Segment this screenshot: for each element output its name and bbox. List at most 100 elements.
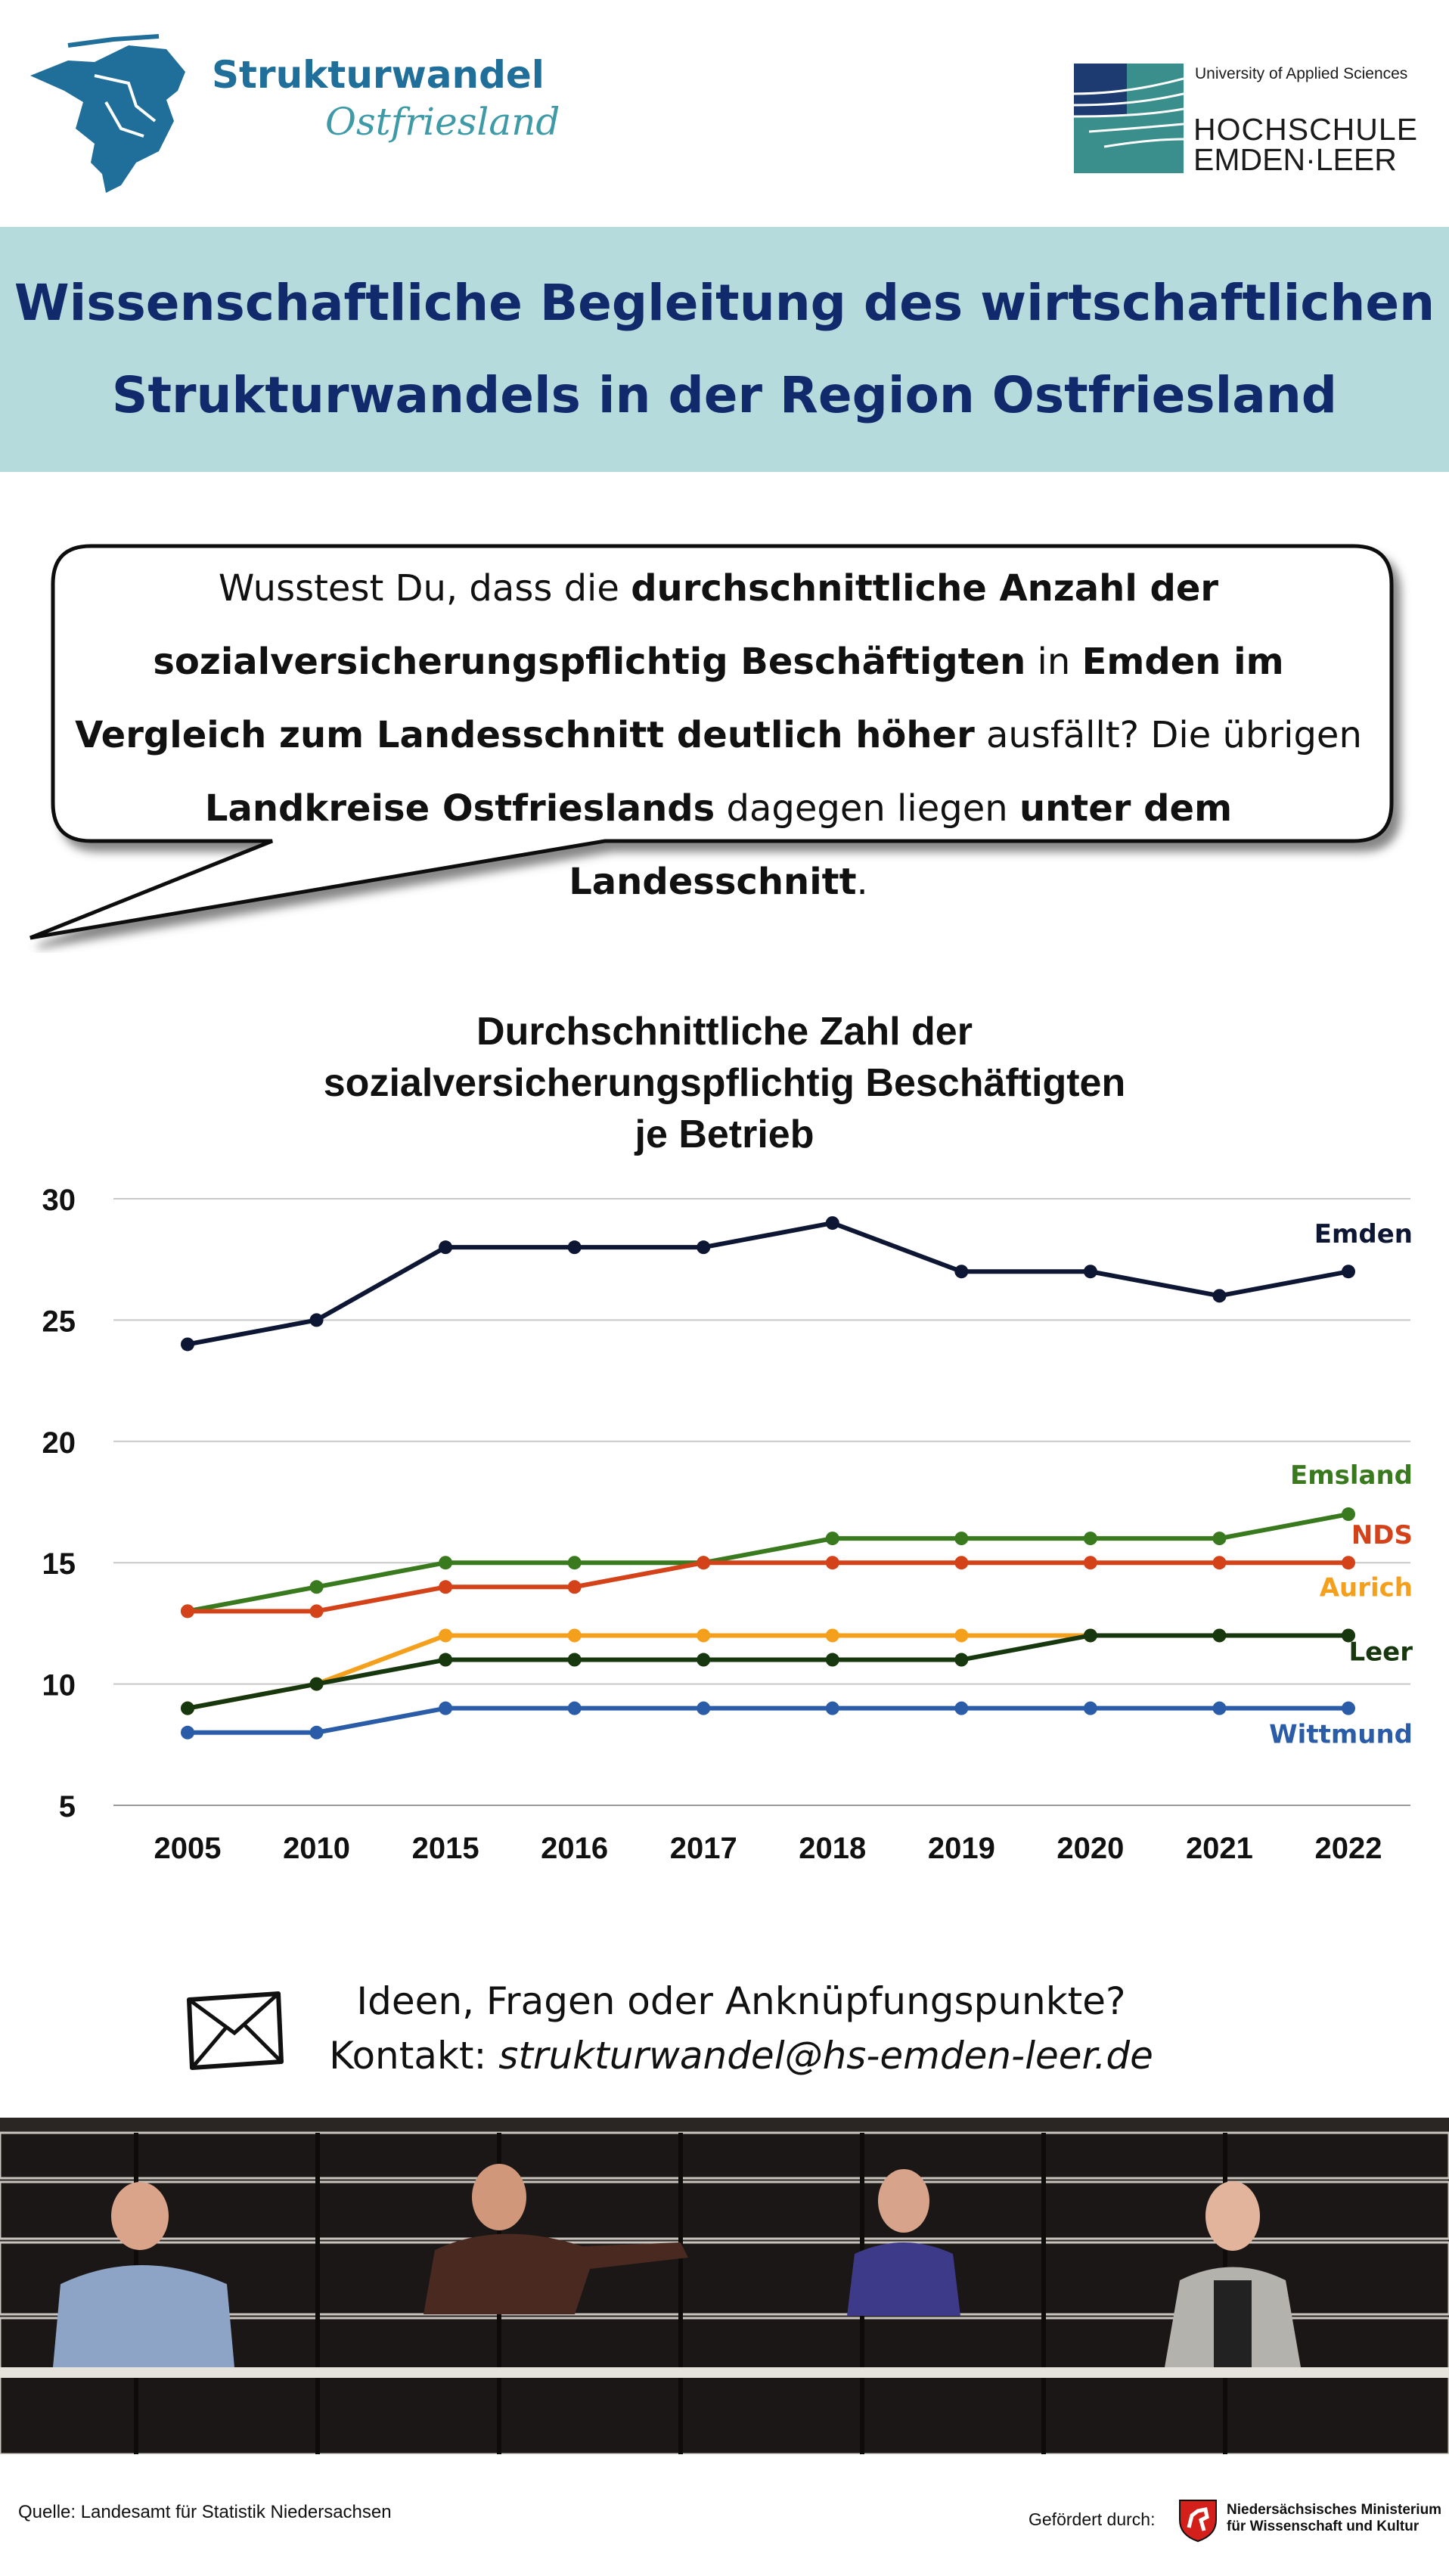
data-point-emden	[954, 1265, 969, 1279]
x-tick-label: 2020	[1056, 1832, 1124, 1865]
data-point-emsland	[1083, 1532, 1097, 1546]
funder-label: Gefördert durch:	[1029, 2509, 1156, 2529]
x-tick-label: 2016	[541, 1832, 608, 1865]
data-point-emsland	[1212, 1532, 1227, 1546]
data-point-leer	[567, 1653, 582, 1667]
contact-block: Ideen, Fragen oder Anknüpfungspunkte? Ko…	[287, 1974, 1195, 2083]
y-tick-label: 25	[42, 1305, 76, 1338]
series-line-wittmund	[188, 1705, 1348, 1735]
data-point-wittmund	[309, 1725, 324, 1740]
series-label-aurich: Aurich	[1320, 1572, 1413, 1603]
data-point-wittmund	[954, 1701, 969, 1715]
bubble-text-part: in	[1025, 641, 1082, 683]
data-point-nds	[1083, 1556, 1097, 1570]
data-point-aurich	[954, 1628, 969, 1643]
series-line-emsland	[187, 1512, 1349, 1614]
bubble-bold-part: Emden im Vergleich zum Landesschnitt deu…	[75, 641, 1284, 756]
data-point-emden	[567, 1240, 582, 1255]
chart-title-line: je Betrieb	[635, 1113, 814, 1156]
person-2	[424, 2164, 688, 2314]
x-tick-label: 2015	[412, 1832, 479, 1865]
y-tick-label: 15	[42, 1547, 76, 1581]
series-label-emsland: Emsland	[1290, 1460, 1413, 1491]
bubble-text-part: .	[856, 861, 868, 903]
x-tick-label: 2022	[1315, 1832, 1382, 1865]
data-point-nds	[1212, 1556, 1227, 1570]
data-point-emden	[1083, 1265, 1097, 1279]
data-point-emden	[1342, 1265, 1355, 1279]
bubble-bold-part: unter dem Landesschnitt	[569, 787, 1233, 903]
x-tick-label: 2018	[799, 1832, 866, 1865]
series-line-nds	[188, 1560, 1348, 1614]
data-point-wittmund	[1083, 1701, 1097, 1715]
data-point-wittmund	[1342, 1701, 1355, 1715]
ostfriesland-map-icon	[30, 34, 185, 193]
ministry-line-1: Niedersächsisches Ministerium	[1227, 2502, 1442, 2518]
contact-question: Ideen, Fragen oder Anknüpfungspunkte?	[356, 1979, 1126, 2023]
team-photo	[0, 2118, 1449, 2454]
data-point-emden	[825, 1216, 839, 1231]
data-point-nds	[567, 1580, 582, 1594]
logo-title: Strukturwandel	[212, 53, 545, 97]
x-tick-label: 2005	[154, 1832, 222, 1865]
data-point-leer	[309, 1677, 324, 1691]
data-point-emden	[439, 1240, 453, 1255]
data-point-aurich	[439, 1628, 453, 1643]
data-point-emden	[1212, 1289, 1227, 1303]
data-point-emsland	[954, 1532, 969, 1546]
hochschule-logo-icon	[1074, 64, 1184, 173]
data-point-aurich	[697, 1628, 711, 1643]
bubble-text-part: Wusstest Du, dass die	[218, 567, 631, 610]
data-point-leer	[1083, 1628, 1097, 1643]
data-point-nds	[439, 1580, 453, 1594]
data-point-wittmund	[567, 1701, 582, 1715]
y-tick-label: 20	[42, 1426, 76, 1460]
ministry-logo: Niedersächsisches Ministerium für Wissen…	[1172, 2496, 1444, 2549]
uni-name-line2: EMDEN·LEER	[1193, 142, 1397, 177]
envelope-icon	[187, 1991, 284, 2070]
person-3	[847, 2169, 960, 2316]
x-tick-label: 2021	[1186, 1832, 1253, 1865]
data-point-aurich	[825, 1628, 839, 1643]
contact-email-link[interactable]: strukturwandel@hs-emden-leer.de	[498, 2034, 1153, 2078]
bubble-bold-part: Landkreise Ostfrieslands	[204, 787, 715, 830]
data-point-emden	[697, 1240, 711, 1255]
chart-title-line: sozialversicherungspflichtig Beschäftigt…	[323, 1061, 1126, 1105]
banner-line-1: Wissenschaftliche Begleitung des wirtsch…	[14, 274, 1435, 332]
y-tick-label: 10	[42, 1669, 76, 1702]
series-line-emden	[187, 1221, 1349, 1347]
data-point-leer	[439, 1653, 453, 1667]
data-point-nds	[1342, 1556, 1355, 1570]
data-point-wittmund	[1212, 1701, 1227, 1715]
x-tick-label: 2019	[928, 1832, 995, 1865]
bubble-bold-part: durchschnittliche Anzahl der sozialversi…	[153, 567, 1219, 683]
data-point-leer	[954, 1653, 969, 1667]
series-label-leer: Leer	[1348, 1637, 1413, 1667]
data-point-nds	[309, 1604, 324, 1619]
data-point-nds	[181, 1604, 194, 1619]
y-tick-label: 5	[59, 1790, 76, 1823]
series-line-leer	[187, 1633, 1348, 1711]
data-point-leer	[825, 1653, 839, 1667]
data-point-emden	[181, 1337, 194, 1352]
data-point-emsland	[309, 1580, 324, 1594]
data-point-emden	[309, 1313, 324, 1327]
data-point-wittmund	[439, 1701, 453, 1715]
data-point-wittmund	[697, 1701, 711, 1715]
line-chart: 5 10 15 20 25 30 2005 2010 2015 2016 2017 2018 2019 2…	[42, 1184, 1413, 1865]
data-point-aurich	[567, 1628, 582, 1643]
data-point-leer	[181, 1701, 194, 1715]
series-label-wittmund: Wittmund	[1269, 1720, 1413, 1750]
logo-hochschule: University of Applied Sciences HOCHSCHUL…	[1074, 61, 1429, 182]
speech-bubble	[29, 544, 1394, 940]
title-banner: Wissenschaftliche Begleitung des wirtsch…	[0, 227, 1449, 472]
data-point-emsland	[1342, 1507, 1355, 1522]
contact-label: Kontakt:	[329, 2034, 499, 2078]
data-point-emsland	[825, 1532, 839, 1546]
bubble-text-part: dagegen liegen	[715, 787, 1019, 830]
uni-subtitle: University of Applied Sciences	[1195, 65, 1408, 82]
logo-strukturwandel: Strukturwandel Ostfriesland	[23, 30, 597, 204]
data-point-emsland	[567, 1556, 582, 1570]
data-point-wittmund	[181, 1725, 194, 1740]
x-tick-label: 2010	[283, 1832, 350, 1865]
